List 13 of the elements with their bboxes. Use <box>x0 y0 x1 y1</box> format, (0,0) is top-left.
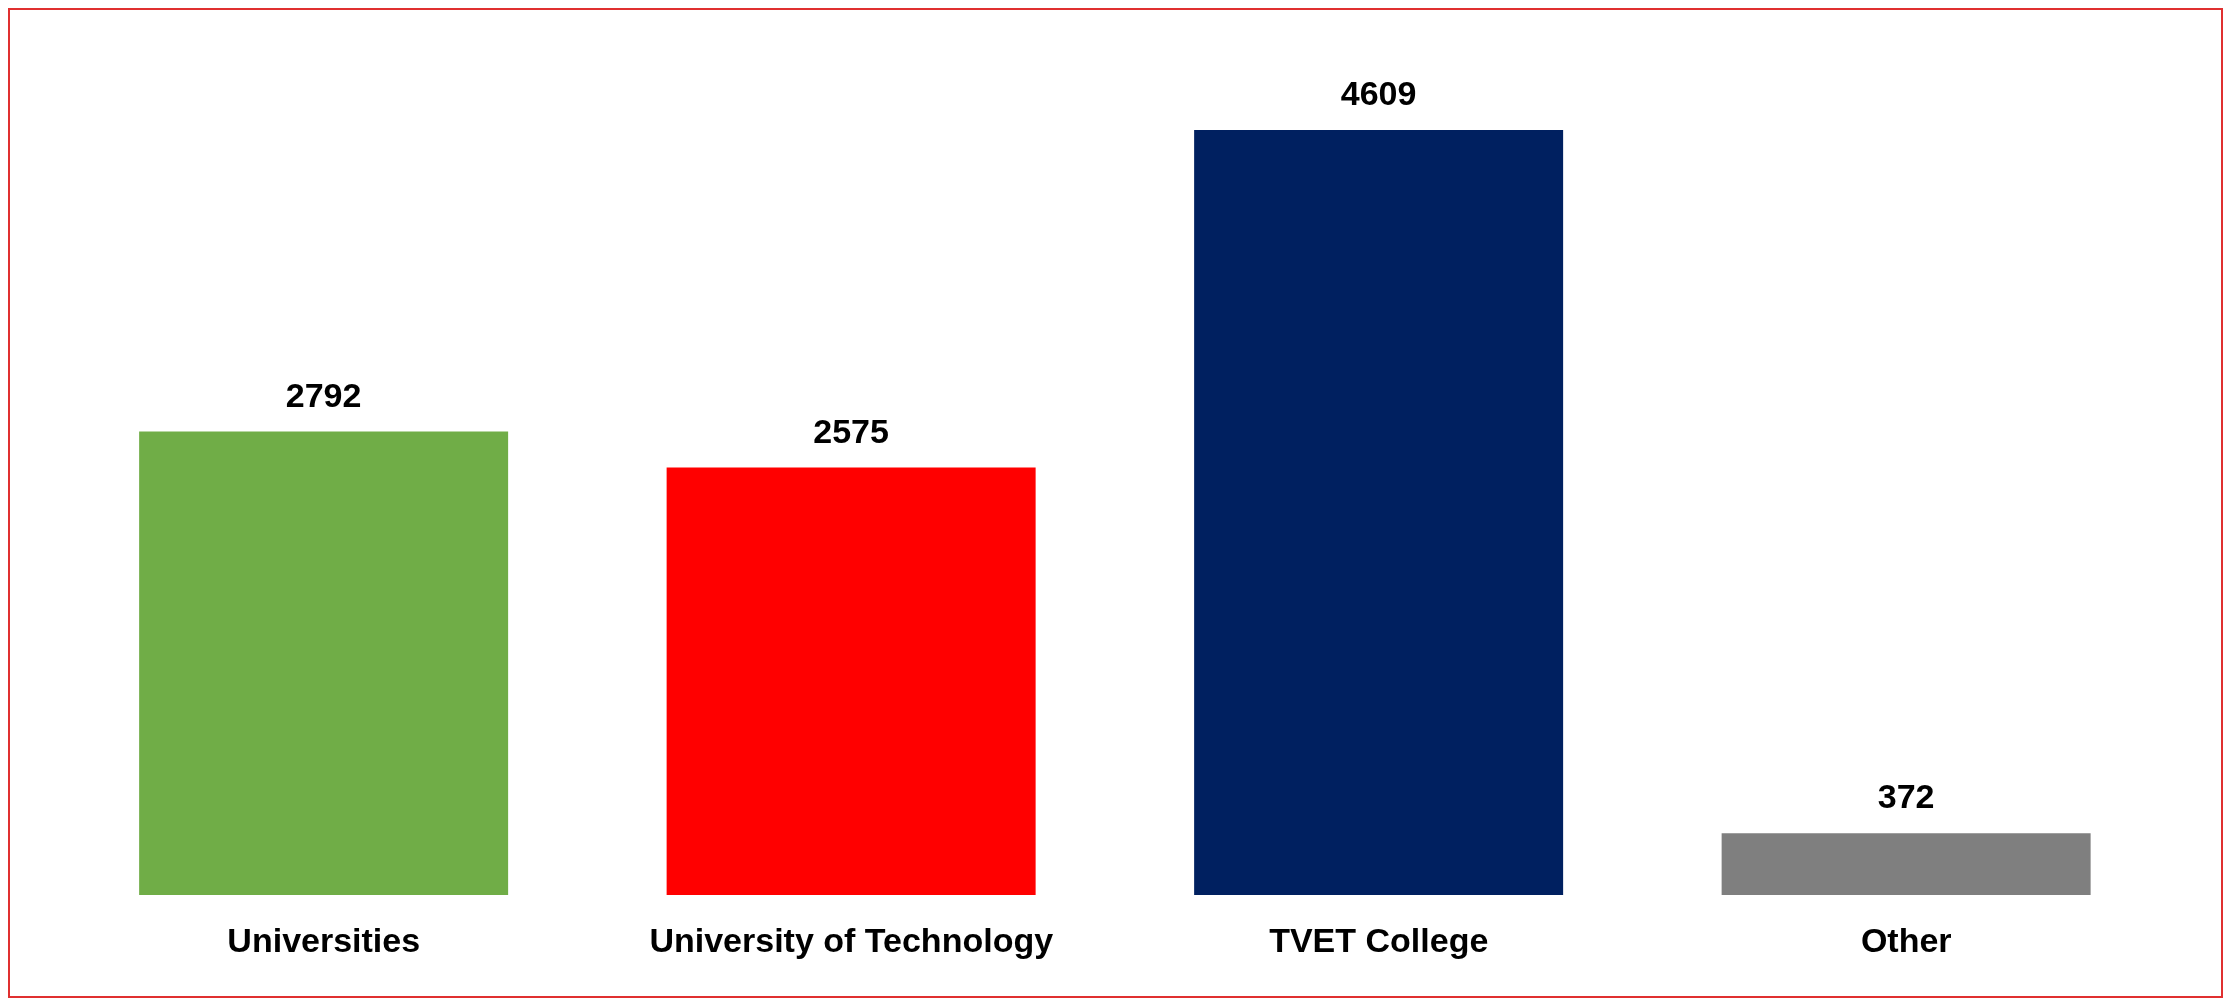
x-tick-label: TVET College <box>1269 921 1489 960</box>
bar <box>1721 833 2091 895</box>
bar <box>139 431 509 895</box>
chart-frame: Universities University of Technology TVET College Other 2792 2575 4609 372 <box>8 8 2223 998</box>
x-tick-label: Other <box>1860 921 1952 960</box>
data-label: 2575 <box>813 411 889 450</box>
data-label: 372 <box>1877 777 1935 816</box>
bar <box>666 467 1036 895</box>
bar <box>1194 130 1564 895</box>
data-label: 4609 <box>1340 74 1417 112</box>
x-tick-label: Universities <box>227 921 421 960</box>
x-tick-label: University of Technology <box>649 921 1054 960</box>
data-label: 2792 <box>285 375 362 414</box>
